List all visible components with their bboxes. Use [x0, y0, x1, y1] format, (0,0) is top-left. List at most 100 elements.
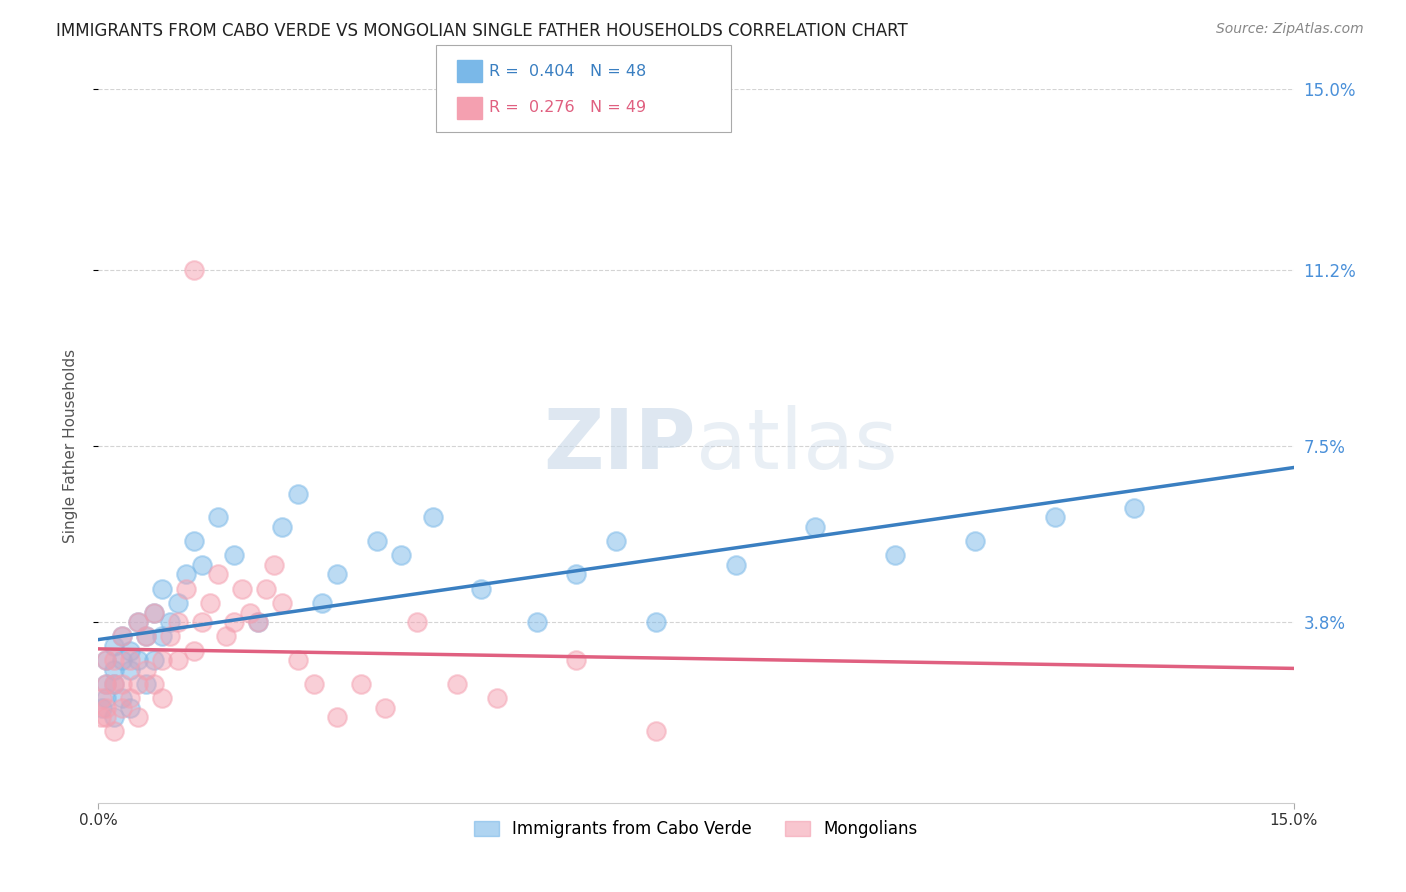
Point — [127, 615, 149, 629]
Point — [127, 615, 149, 629]
Point — [884, 549, 907, 563]
Point — [111, 629, 134, 643]
Point — [470, 582, 492, 596]
Point — [645, 724, 668, 739]
Point — [103, 677, 125, 691]
Point — [135, 629, 157, 643]
Point — [143, 606, 166, 620]
Point — [96, 677, 118, 691]
Point — [963, 534, 986, 549]
Point — [127, 677, 149, 691]
Point — [350, 677, 373, 691]
Point — [239, 606, 262, 620]
Text: atlas: atlas — [696, 406, 897, 486]
Point — [311, 596, 333, 610]
Point — [111, 629, 134, 643]
Point — [804, 520, 827, 534]
Point — [231, 582, 253, 596]
Point — [167, 615, 190, 629]
Point — [565, 653, 588, 667]
Point — [1043, 510, 1066, 524]
Point — [302, 677, 325, 691]
Point — [254, 582, 277, 596]
Point — [96, 691, 118, 706]
Point — [150, 691, 173, 706]
Text: ZIP: ZIP — [544, 406, 696, 486]
Point — [120, 700, 142, 714]
Point — [111, 653, 134, 667]
Point — [183, 643, 205, 657]
Point — [222, 549, 245, 563]
Point — [374, 700, 396, 714]
Point — [103, 677, 125, 691]
Text: R =  0.404   N = 48: R = 0.404 N = 48 — [489, 63, 647, 78]
Point — [446, 677, 468, 691]
Point — [389, 549, 412, 563]
Point — [174, 567, 197, 582]
Point — [366, 534, 388, 549]
Point — [143, 677, 166, 691]
Point — [150, 653, 173, 667]
Point — [485, 691, 508, 706]
Point — [103, 653, 125, 667]
Point — [96, 700, 118, 714]
Point — [246, 615, 269, 629]
Point — [215, 629, 238, 643]
Point — [103, 710, 125, 724]
Point — [263, 558, 285, 572]
Point — [135, 663, 157, 677]
Point — [287, 486, 309, 500]
Point — [103, 724, 125, 739]
Point — [91, 691, 114, 706]
Point — [222, 615, 245, 629]
Point — [246, 615, 269, 629]
Point — [207, 510, 229, 524]
Text: Source: ZipAtlas.com: Source: ZipAtlas.com — [1216, 22, 1364, 37]
Point — [111, 691, 134, 706]
Point — [143, 653, 166, 667]
Point — [270, 520, 292, 534]
Point — [207, 567, 229, 582]
Point — [167, 653, 190, 667]
Point — [135, 629, 157, 643]
Point — [724, 558, 747, 572]
Point — [103, 639, 125, 653]
Point — [96, 653, 118, 667]
Text: R =  0.276   N = 49: R = 0.276 N = 49 — [489, 101, 647, 115]
Point — [565, 567, 588, 582]
Point — [645, 615, 668, 629]
Point — [326, 710, 349, 724]
Point — [287, 653, 309, 667]
Point — [150, 629, 173, 643]
Point — [111, 700, 134, 714]
Point — [167, 596, 190, 610]
Point — [120, 691, 142, 706]
Y-axis label: Single Father Households: Single Father Households — [63, 349, 77, 543]
Point — [103, 663, 125, 677]
Point — [143, 606, 166, 620]
Point — [159, 615, 181, 629]
Point — [91, 700, 114, 714]
Legend: Immigrants from Cabo Verde, Mongolians: Immigrants from Cabo Verde, Mongolians — [467, 814, 925, 845]
Text: IMMIGRANTS FROM CABO VERDE VS MONGOLIAN SINGLE FATHER HOUSEHOLDS CORRELATION CHA: IMMIGRANTS FROM CABO VERDE VS MONGOLIAN … — [56, 22, 908, 40]
Point — [270, 596, 292, 610]
Point — [150, 582, 173, 596]
Point — [96, 710, 118, 724]
Point — [120, 653, 142, 667]
Point — [127, 653, 149, 667]
Point — [159, 629, 181, 643]
Point — [406, 615, 429, 629]
Point — [605, 534, 627, 549]
Point — [174, 582, 197, 596]
Point — [120, 663, 142, 677]
Point — [526, 615, 548, 629]
Point — [96, 653, 118, 667]
Point — [422, 510, 444, 524]
Point — [120, 643, 142, 657]
Point — [127, 710, 149, 724]
Point — [1123, 500, 1146, 515]
Point — [90, 710, 112, 724]
Point — [326, 567, 349, 582]
Point — [111, 677, 134, 691]
Point — [135, 677, 157, 691]
